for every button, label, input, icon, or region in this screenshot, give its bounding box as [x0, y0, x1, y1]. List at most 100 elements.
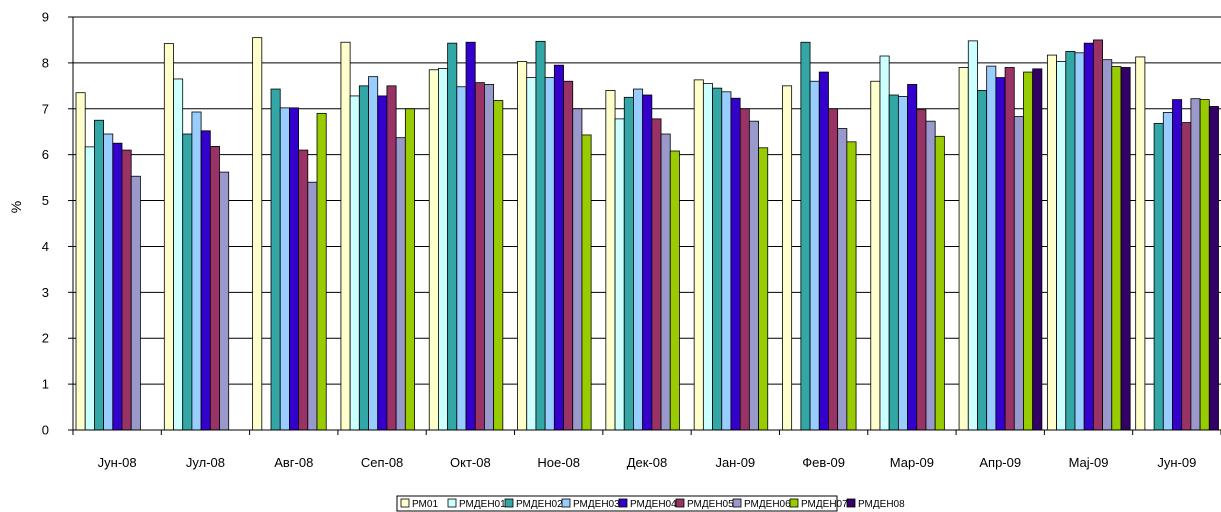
x-tick-label: Сеп-08 — [361, 455, 403, 470]
bar — [916, 109, 927, 431]
bar — [1004, 67, 1015, 431]
legend-item: РМДЕН06 — [732, 498, 791, 510]
bar — [1046, 54, 1057, 431]
legend-item: РМДЕН07 — [789, 498, 848, 510]
x-tick-label: Јун-09 — [1157, 455, 1196, 470]
x-tick-label: Ное-08 — [537, 455, 580, 470]
legend-label: РМДЕН07 — [801, 499, 848, 510]
bar — [1120, 67, 1131, 431]
bar — [828, 108, 839, 431]
legend-item: РМ01 — [400, 498, 438, 510]
legend-swatch — [447, 498, 457, 508]
legend-swatch — [561, 498, 571, 508]
bar — [995, 77, 1006, 431]
bar — [721, 91, 732, 431]
bar — [1111, 66, 1122, 431]
bar — [1074, 52, 1085, 431]
bar — [316, 112, 327, 431]
bar — [846, 141, 857, 431]
x-tick-label: Апр-09 — [979, 455, 1021, 470]
bar — [130, 175, 141, 431]
bar — [298, 149, 309, 431]
bar — [493, 100, 504, 431]
bar — [358, 85, 369, 431]
bar — [800, 41, 811, 431]
x-tick-labels: Јун-08 Јул-08 Авг-08 Сеп-08 Окт-08 Ное-08 Дек-… — [98, 455, 1197, 470]
legend-swatch — [618, 498, 628, 508]
legend-item: РМДЕН05 — [675, 498, 734, 510]
y-tick-label: 9 — [42, 10, 49, 25]
x-tick-label: Мар-09 — [890, 455, 934, 470]
legend-item: РМДЕН01 — [447, 498, 506, 510]
bar — [1092, 39, 1103, 431]
bar — [517, 61, 528, 431]
bar — [386, 85, 397, 431]
bar — [739, 108, 750, 431]
bar — [1190, 98, 1201, 431]
bar — [563, 80, 574, 431]
bar — [782, 85, 793, 431]
bar — [897, 95, 908, 431]
bar — [758, 147, 769, 431]
bar — [200, 130, 211, 431]
bar — [633, 88, 644, 431]
bar — [837, 128, 848, 431]
y-tick-label: 5 — [42, 193, 49, 208]
legend-label: РМ01 — [412, 499, 438, 510]
legend-item: РМДЕН02 — [504, 498, 563, 510]
axes — [68, 16, 1221, 435]
y-tick-label: 8 — [42, 55, 49, 70]
bar — [1083, 42, 1094, 431]
bar — [209, 146, 220, 431]
legend-label: РМДЕН04 — [630, 499, 677, 510]
legend-label: РМДЕН06 — [744, 499, 791, 510]
bar — [958, 67, 969, 431]
x-tick-label: Мај-09 — [1069, 455, 1109, 470]
bar — [1065, 51, 1076, 431]
y-tick-label: 0 — [42, 423, 49, 438]
bar — [888, 94, 899, 431]
legend-label: РМДЕН02 — [516, 499, 563, 510]
bar — [1199, 99, 1210, 431]
y-tick-label: 4 — [42, 239, 49, 254]
bar — [279, 107, 290, 431]
bar — [428, 69, 439, 431]
bar — [484, 84, 495, 431]
bar — [465, 41, 476, 431]
x-tick-label: Јан-09 — [715, 455, 755, 470]
bar — [395, 137, 406, 431]
y-tick-label: 3 — [42, 285, 49, 300]
bar — [544, 77, 555, 431]
legend-label: РМДЕН01 — [459, 499, 506, 510]
legend: РМ01 РМДЕН01 РМДЕН02 РМДЕН03 РМДЕН04 РМДЕН05 Р… — [396, 495, 905, 512]
bar — [474, 82, 485, 431]
bar — [1208, 106, 1219, 431]
legend-swatch — [732, 498, 742, 508]
bar — [925, 120, 936, 431]
bar — [191, 111, 202, 431]
legend-label: РМДЕН05 — [687, 499, 734, 510]
bar — [404, 108, 415, 431]
bar — [967, 40, 978, 431]
bar — [660, 133, 671, 431]
bar — [377, 95, 388, 431]
bar — [651, 118, 662, 431]
x-tick-label: Фев-09 — [802, 455, 845, 470]
bar — [1181, 122, 1192, 431]
bar — [1023, 71, 1034, 431]
bar — [84, 146, 95, 431]
legend-item: РМДЕН08 — [846, 498, 905, 510]
legend-swatch — [675, 498, 685, 508]
bar — [456, 86, 467, 431]
legend-item: РМДЕН04 — [618, 498, 677, 510]
bar — [94, 119, 105, 431]
bar — [572, 108, 583, 431]
bar — [349, 95, 360, 431]
y-tick-label: 2 — [42, 331, 49, 346]
y-tick-labels: 0 1 2 3 4 5 6 7 8 9 — [42, 10, 49, 438]
bar — [748, 120, 759, 431]
x-tick-label: Јун-08 — [98, 455, 137, 470]
bar — [219, 171, 230, 431]
bar — [163, 43, 174, 431]
